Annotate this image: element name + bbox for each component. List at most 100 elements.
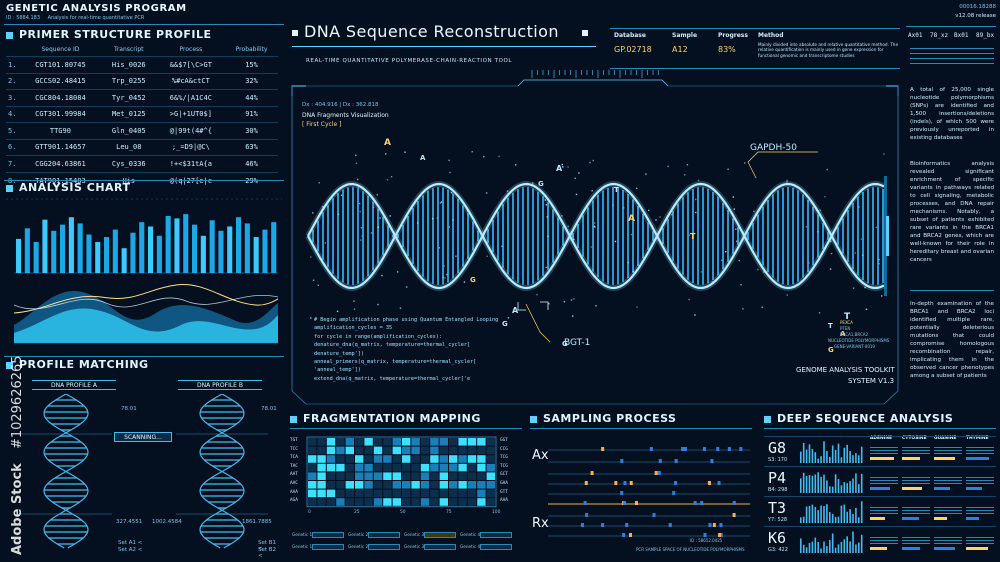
- dna-profile-a-label[interactable]: DNA PROFILE A: [32, 380, 116, 390]
- table-row[interactable]: 2. GCCS02.48415 Trp_0255 %#cA&ctCT 32%: [6, 72, 278, 90]
- particle: [632, 271, 635, 273]
- particle: [404, 151, 406, 153]
- heatmap-cell: [373, 463, 383, 472]
- table-cell: 2.: [6, 72, 20, 90]
- table-cell: 63%: [225, 138, 278, 156]
- heatmap-cell: [383, 481, 392, 489]
- table-row[interactable]: 1. CGT101.80745 His_0026 &&$7[\C>GT 15%: [6, 56, 278, 73]
- table-row[interactable]: 7. CGG204.63861 Cys_0336 !+<$31tA{a 46%: [6, 155, 278, 172]
- heatmap-cell: [467, 463, 477, 472]
- heatmap-cell: [345, 498, 354, 506]
- base-level-bar: [934, 457, 955, 460]
- analysis-chart-header: ANALYSIS CHART: [6, 181, 282, 194]
- table-row[interactable]: 4. CGT301.99984 Met_0125 >G|+1UT0$] 91%: [6, 105, 278, 123]
- table-cell: 5.: [6, 122, 20, 139]
- sequence-code: P4: [768, 469, 787, 487]
- sequence-bar: [858, 542, 860, 553]
- genetic-slot: [368, 532, 400, 538]
- table-cell: 6.: [6, 138, 20, 156]
- particle: [763, 271, 765, 273]
- nucleotide-glyph: A: [384, 138, 391, 148]
- table-row[interactable]: 3. CGC804.18084 Tyr_0452 6&%/|A1C4C 44%: [6, 89, 278, 106]
- chart-bar: [271, 222, 277, 273]
- particle: [448, 226, 450, 228]
- heatmap-cell: [373, 472, 383, 480]
- particle: [655, 219, 657, 221]
- heatmap-cell: [420, 472, 430, 480]
- particle: [865, 308, 868, 310]
- particle: [360, 227, 363, 229]
- heatmap-cell: [392, 446, 401, 455]
- particle: [471, 151, 473, 153]
- heatmap-cell: [364, 498, 373, 506]
- primer-table: Sequence ID Transcript Process Probabili…: [6, 43, 278, 189]
- sequence-bar: [858, 484, 860, 493]
- nucleotide-glyph: T: [828, 322, 833, 330]
- table-cell: 30%: [225, 122, 278, 139]
- heatmap-cell: [449, 446, 458, 455]
- chart-bar: [77, 223, 83, 273]
- sequence-bar: [837, 479, 840, 493]
- profile-b-helix-strand: [199, 394, 245, 549]
- heatmap-cell: [402, 481, 411, 489]
- sample-point: [585, 513, 589, 517]
- viz-coordinates: Dx : 404.916 | Dx : 362.818: [302, 102, 379, 108]
- heatmap-cell: [308, 498, 317, 506]
- particle: [536, 293, 538, 296]
- sequence-row[interactable]: K6 G3: 422: [764, 526, 996, 554]
- page-title: DNA Sequence Reconstruction: [304, 22, 559, 41]
- sequence-row[interactable]: P4 B4: 298: [764, 466, 996, 494]
- sequence-row[interactable]: T3 Y7: 528: [764, 496, 996, 524]
- genetic-label: Genetic 1: [292, 532, 313, 537]
- particle: [573, 298, 575, 300]
- sample-point: [681, 447, 685, 451]
- set-label: Set A1 <: [118, 540, 143, 546]
- heatmap-cell: [430, 455, 439, 463]
- genetic-label: Genetic 4: [460, 532, 481, 537]
- heatmap-cell: [336, 489, 345, 498]
- heatmap-cell: [420, 463, 430, 472]
- table-row[interactable]: 5. TTG90 Gln_0405 @|99t(4#^{30%: [6, 122, 278, 139]
- base-line: [902, 447, 930, 448]
- heatmap-cell: [373, 438, 383, 446]
- sequence-bar: [826, 450, 828, 463]
- primer-header: PRIMER STRUCTURE PROFILE: [6, 28, 278, 41]
- axis-tick-label: 25: [354, 510, 360, 515]
- nucleotide-glyph: T: [690, 232, 696, 241]
- sequence-bar: [846, 444, 848, 463]
- heatmap-cell: [477, 489, 486, 498]
- sample-point: [674, 459, 678, 463]
- main-subtitle: REAL-TIME QUANTITATIVE POLYMERASE-CHAIN-…: [306, 58, 513, 64]
- base-line: [902, 453, 930, 454]
- sample-point: [707, 481, 711, 485]
- sequence-row[interactable]: G8 S3: 170: [764, 436, 996, 464]
- sequence-bar: [858, 455, 860, 463]
- code-line: for cycle in range(amplification_cycles)…: [314, 333, 443, 340]
- particle: [455, 255, 457, 257]
- heatmap-cell: [336, 481, 345, 489]
- heatmap-cell: [402, 438, 411, 446]
- genetic-label: Genetic 2: [348, 544, 369, 549]
- heatmap-cell: [439, 446, 448, 455]
- sampling-panel: SAMPLING PROCESS Ax Rx ID : 58652.0425 P…: [530, 412, 756, 560]
- heatmap-cell: [317, 455, 326, 463]
- square-bullet-icon: [6, 31, 13, 39]
- table-row[interactable]: 6. GTT901.14657 Leu_08 ;_=D9|@C\ 63%: [6, 138, 278, 156]
- chart-bar: [33, 242, 39, 273]
- base-line: [870, 447, 898, 448]
- heatmap-cell: [430, 489, 439, 498]
- table-cell: @|99t(4#^{: [156, 122, 226, 139]
- nucleotide-glyph: A: [840, 330, 846, 338]
- sequence-bar: [846, 511, 848, 523]
- heatmap-cell: [355, 489, 364, 498]
- particle: [355, 162, 358, 165]
- heatmap-cell: [467, 489, 477, 498]
- sequence-bar: [834, 516, 837, 523]
- particle: [635, 187, 638, 190]
- sample-label: Sample: [672, 32, 698, 39]
- heatmap-cell: [458, 481, 467, 489]
- ax-label: Ax: [532, 448, 549, 463]
- code-line: 'anneal_temp']): [314, 367, 361, 374]
- dna-profile-b-label[interactable]: DNA PROFILE B: [178, 380, 262, 390]
- heatmap-cell: [326, 455, 336, 463]
